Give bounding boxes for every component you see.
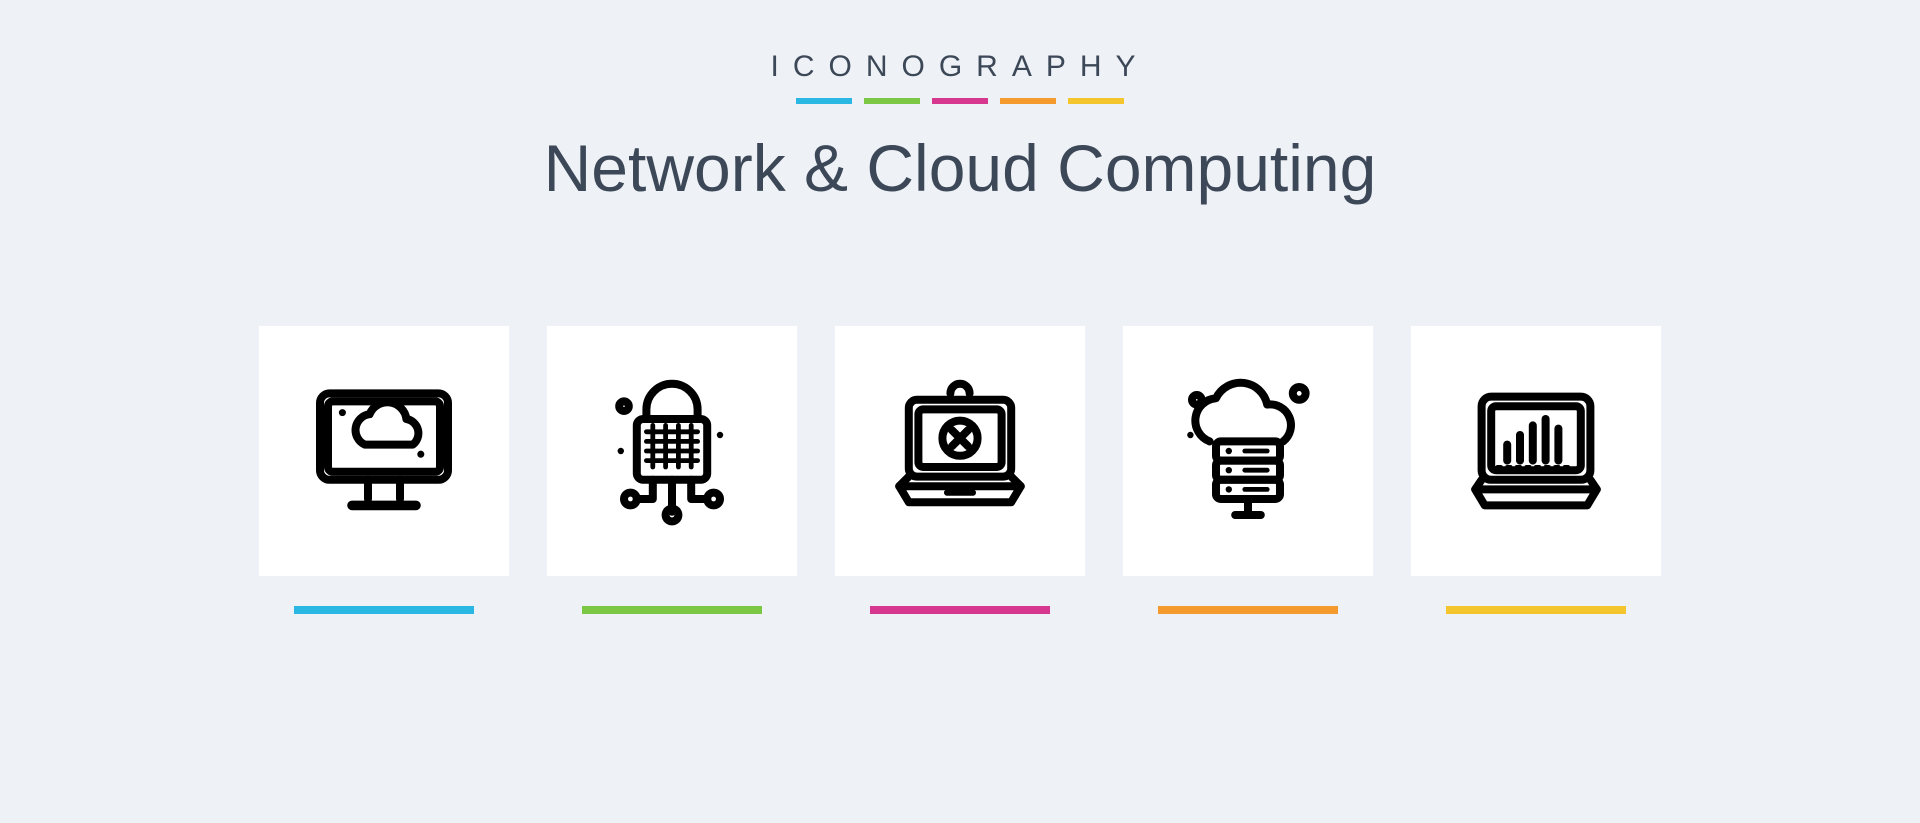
brand-text: ICONOGRAPHY bbox=[0, 50, 1920, 84]
brand-underline-segment bbox=[796, 98, 852, 104]
page-title: Network & Cloud Computing bbox=[0, 130, 1920, 206]
icon-card-box bbox=[1411, 326, 1661, 576]
card-underline bbox=[870, 606, 1050, 614]
brand-underline bbox=[0, 98, 1920, 104]
brand-underline-segment bbox=[864, 98, 920, 104]
brand-underline-segment bbox=[1000, 98, 1056, 104]
brand-underline-segment bbox=[932, 98, 988, 104]
icon-card bbox=[1411, 326, 1661, 614]
icon-card bbox=[259, 326, 509, 614]
card-underline bbox=[1158, 606, 1338, 614]
card-underline bbox=[582, 606, 762, 614]
icon-grid bbox=[0, 326, 1920, 614]
icon-card-box bbox=[1123, 326, 1373, 576]
monitor-cloud-icon bbox=[304, 371, 464, 531]
brand-underline-segment bbox=[1068, 98, 1124, 104]
icon-card bbox=[835, 326, 1085, 614]
infographic-canvas: ICONOGRAPHY Network & Cloud Computing bbox=[0, 0, 1920, 823]
header: ICONOGRAPHY Network & Cloud Computing bbox=[0, 50, 1920, 206]
lock-network-icon bbox=[592, 371, 752, 531]
icon-card bbox=[1123, 326, 1373, 614]
icon-card bbox=[547, 326, 797, 614]
laptop-chart-icon bbox=[1456, 371, 1616, 531]
icon-card-box bbox=[835, 326, 1085, 576]
card-underline bbox=[294, 606, 474, 614]
icon-card-box bbox=[547, 326, 797, 576]
cloud-server-icon bbox=[1168, 371, 1328, 531]
icon-card-box bbox=[259, 326, 509, 576]
card-underline bbox=[1446, 606, 1626, 614]
laptop-error-icon bbox=[880, 371, 1040, 531]
